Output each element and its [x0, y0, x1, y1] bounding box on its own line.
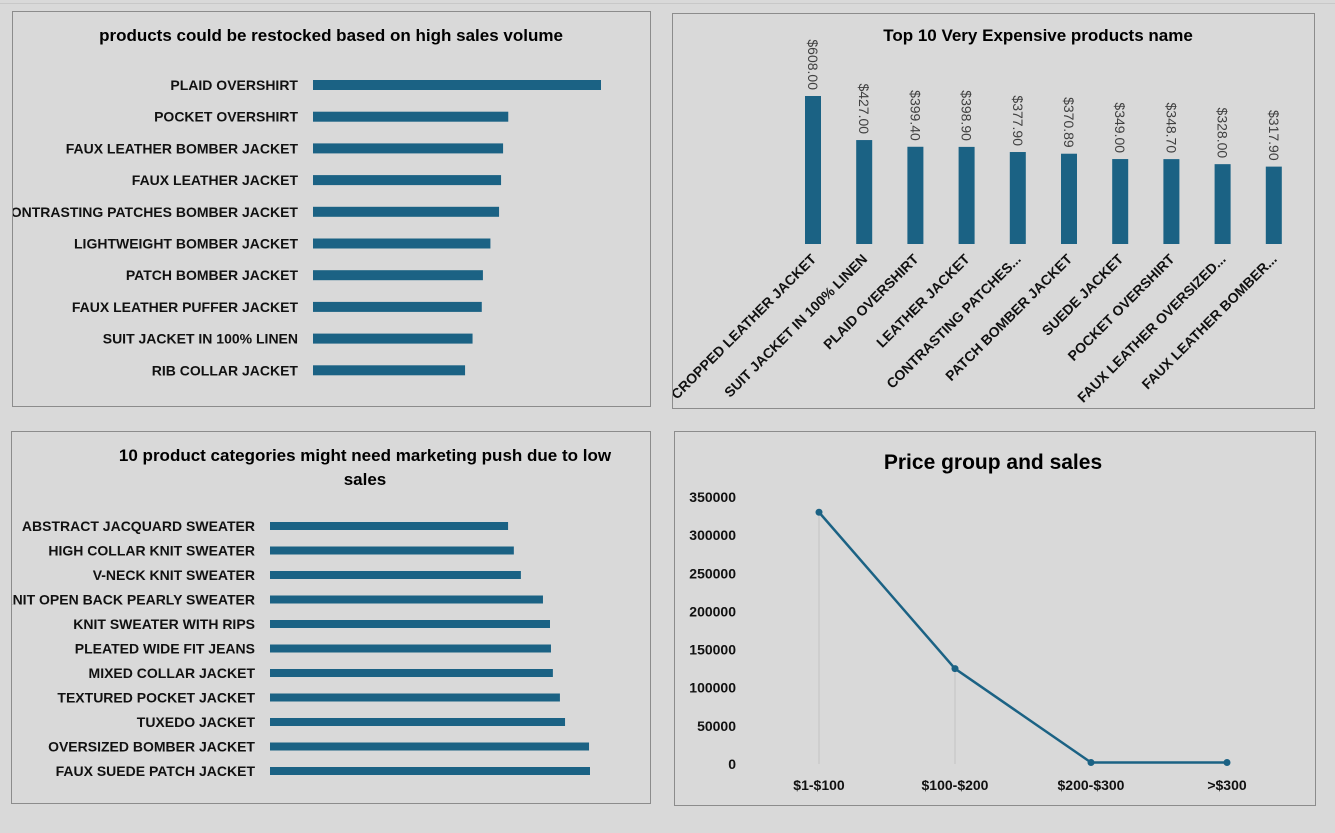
bar[interactable] [313, 238, 491, 249]
category-label: PLAID OVERSHIRT [170, 77, 298, 93]
bar[interactable] [1112, 159, 1129, 244]
bar[interactable] [270, 669, 553, 677]
chart-marketing-push-low-sales[interactable]: 10 product categories might need marketi… [11, 431, 651, 804]
data-label: $370.89 [1061, 97, 1077, 148]
category-label: FAUX SUEDE PATCH JACKET [56, 763, 256, 779]
y-tick-label: 150000 [689, 642, 736, 658]
category-label: TEXTURED POCKET JACKET [57, 690, 255, 706]
bar[interactable] [313, 175, 502, 186]
category-label: FAUX LEATHER PUFFER JACKET [72, 299, 299, 315]
category-label: PATCH BOMBER JACKET [126, 267, 299, 283]
bar[interactable] [313, 333, 473, 344]
bar[interactable] [907, 146, 924, 244]
chart-restock-high-sales[interactable]: products could be restocked based on hig… [12, 11, 651, 407]
bar[interactable] [313, 80, 601, 90]
bar[interactable] [270, 571, 521, 579]
x-tick-label: >$300 [1207, 777, 1247, 793]
chart-top-expensive-products[interactable]: Top 10 Very Expensive products name $608… [672, 13, 1315, 409]
bar[interactable] [805, 96, 821, 244]
category-label: HIGH COLLAR KNIT SWEATER [48, 543, 255, 559]
category-label: OVERSIZED BOMBER JACKET [48, 739, 255, 755]
bar[interactable] [270, 595, 543, 604]
category-label: KNIT SWEATER WITH RIPS [73, 616, 255, 632]
data-label: $348.70 [1163, 103, 1179, 154]
category-label: PLEATED WIDE FIT JEANS [75, 641, 255, 657]
category-label: CONTRASTING PATCHES BOMBER JACKET [13, 204, 298, 220]
restock-chart-svg: products could be restocked based on hig… [13, 26, 601, 378]
data-label: $317.90 [1266, 110, 1282, 161]
bar[interactable] [270, 767, 590, 775]
expensive-chart-svg: Top 10 Very Expensive products name $608… [673, 26, 1282, 405]
category-label: POCKET OVERSHIRT [154, 109, 298, 125]
data-label: $328.00 [1215, 108, 1231, 159]
data-label: $349.00 [1112, 102, 1128, 153]
y-tick-label: 300000 [689, 527, 736, 543]
data-point[interactable] [1223, 758, 1231, 766]
category-label: SUIT JACKET IN 100% LINEN [103, 331, 298, 347]
bar[interactable] [313, 270, 483, 281]
category-label: TUXEDO JACKET [137, 714, 256, 730]
category-label: FAUX LEATHER JACKET [132, 172, 299, 188]
data-label: $377.90 [1010, 95, 1026, 146]
bar[interactable] [856, 140, 873, 244]
category-label: KNIT OPEN BACK PEARLY SWEATER [12, 592, 255, 608]
data-label: $608.00 [805, 39, 821, 90]
marketing-chart-svg: 10 product categories might need marketi… [12, 446, 612, 779]
bar[interactable] [1061, 153, 1077, 244]
category-label: LEATHER JACKET [873, 250, 973, 350]
bar[interactable] [270, 644, 551, 653]
x-tick-label: $200-$300 [1058, 777, 1125, 793]
chart-title: products could be restocked based on hig… [99, 26, 563, 45]
bar[interactable] [270, 693, 560, 702]
category-label: PLAID OVERSHIRT [820, 250, 922, 352]
y-tick-label: 200000 [689, 603, 736, 619]
data-label: $427.00 [856, 83, 872, 134]
chart-title: Price group and sales [884, 451, 1102, 474]
bar[interactable] [270, 522, 509, 530]
category-label: FAUX LEATHER BOMBER JACKET [66, 140, 299, 156]
category-label: MIXED COLLAR JACKET [89, 665, 256, 681]
category-label: ABSTRACT JACQUARD SWEATER [22, 518, 255, 534]
chart-title: Top 10 Very Expensive products name [883, 26, 1193, 45]
chart-price-group-sales[interactable]: Price group and sales 350000 300000 250000… [674, 431, 1316, 806]
data-point[interactable] [951, 665, 959, 673]
y-tick-label: 100000 [689, 680, 736, 696]
data-label: $399.40 [907, 90, 923, 141]
data-point[interactable] [815, 508, 823, 516]
x-tick-label: $100-$200 [922, 777, 989, 793]
sheet-gridline [0, 0, 1335, 4]
bar[interactable] [270, 620, 550, 628]
data-point[interactable] [1087, 758, 1095, 766]
bar[interactable] [1009, 152, 1026, 244]
chart-title-line-1: 10 product categories might need marketi… [119, 446, 612, 465]
bar[interactable] [313, 143, 504, 154]
bar[interactable] [1265, 166, 1282, 244]
y-tick-label: 350000 [689, 489, 736, 505]
bar[interactable] [313, 206, 500, 217]
chart-title-line-2: sales [344, 470, 387, 489]
bar[interactable] [1214, 164, 1231, 244]
bar[interactable] [1163, 159, 1180, 244]
bar[interactable] [270, 718, 566, 726]
y-tick-label: 250000 [689, 565, 736, 581]
bar[interactable] [958, 146, 975, 244]
category-label: V-NECK KNIT SWEATER [93, 567, 255, 583]
bar[interactable] [270, 742, 590, 751]
series-line [818, 511, 1227, 764]
bar[interactable] [270, 546, 514, 555]
bar[interactable] [313, 301, 482, 312]
bar[interactable] [313, 111, 509, 122]
category-label: LIGHTWEIGHT BOMBER JACKET [74, 236, 298, 252]
y-tick-label: 50000 [697, 718, 736, 734]
bar[interactable] [313, 365, 466, 376]
price-group-chart-svg: Price group and sales 350000 300000 250000… [689, 451, 1247, 793]
data-label: $398.90 [959, 90, 975, 141]
x-tick-label: $1-$100 [793, 777, 845, 793]
category-label: RIB COLLAR JACKET [152, 362, 299, 378]
y-tick-label: 0 [728, 756, 736, 772]
